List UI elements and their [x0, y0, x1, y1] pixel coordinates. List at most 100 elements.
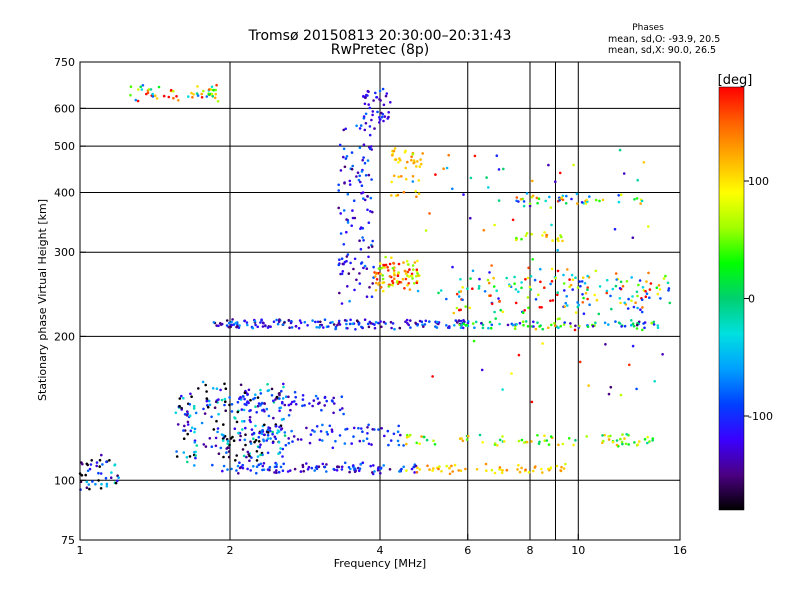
data-point: [246, 450, 250, 454]
data-point: [527, 471, 531, 474]
data-point: [338, 434, 342, 437]
data-point: [586, 297, 589, 301]
data-point: [627, 443, 630, 446]
data-point: [519, 198, 523, 201]
data-point: [340, 395, 344, 399]
data-point: [648, 288, 652, 291]
data-point: [353, 216, 357, 220]
data-point: [367, 221, 371, 224]
data-point: [288, 469, 292, 472]
data-point: [418, 165, 422, 168]
data-point: [359, 462, 363, 466]
data-point: [188, 455, 192, 458]
data-point: [352, 435, 355, 438]
data-point: [230, 320, 233, 324]
data-point: [539, 267, 542, 271]
data-point: [469, 277, 472, 280]
data-point: [577, 303, 580, 307]
data-point: [580, 280, 584, 283]
data-point: [224, 400, 227, 404]
data-point: [329, 321, 332, 325]
data-point: [223, 397, 227, 401]
data-point: [526, 296, 530, 299]
data-point: [294, 325, 298, 328]
colorbar-tick-label: 0: [748, 293, 755, 306]
data-point: [101, 463, 104, 466]
data-point: [574, 324, 577, 328]
data-point: [574, 276, 577, 280]
data-point: [256, 396, 260, 399]
data-point: [314, 320, 317, 324]
data-point: [273, 471, 276, 474]
data-point: [611, 287, 615, 291]
data-point: [585, 198, 588, 202]
data-point: [393, 277, 396, 281]
data-point: [399, 433, 402, 437]
data-point: [196, 85, 199, 88]
data-point: [387, 285, 391, 288]
data-point: [226, 442, 229, 445]
data-point: [561, 239, 564, 243]
data-point: [275, 471, 278, 475]
data-point: [379, 467, 382, 471]
data-point: [253, 396, 257, 400]
data-point: [354, 328, 357, 331]
data-point: [315, 467, 319, 471]
data-point: [297, 326, 301, 330]
data-point: [271, 430, 275, 434]
data-point: [396, 439, 400, 443]
data-point: [266, 326, 270, 329]
data-point: [396, 430, 400, 434]
data-point: [457, 295, 461, 298]
data-point: [407, 263, 410, 266]
data-point: [614, 272, 618, 275]
data-point: [568, 285, 571, 289]
data-point: [571, 288, 574, 291]
data-point: [355, 319, 359, 323]
data-point: [316, 320, 320, 324]
data-point: [274, 437, 278, 441]
data-point: [371, 428, 375, 431]
data-point: [618, 297, 622, 300]
data-point: [260, 409, 264, 412]
colorbar: [718, 86, 745, 511]
colorbar-label: [deg]: [718, 73, 753, 88]
data-point: [84, 473, 87, 477]
data-point: [352, 199, 356, 202]
data-point: [230, 467, 233, 471]
x-tick-label: 1: [77, 544, 84, 557]
data-point: [433, 443, 437, 446]
data-point: [548, 195, 551, 199]
data-point: [635, 327, 639, 330]
data-point: [293, 400, 296, 403]
data-point: [477, 287, 481, 290]
data-point: [97, 471, 100, 475]
data-point: [265, 439, 269, 442]
data-points: [78, 83, 672, 491]
data-point: [522, 200, 526, 203]
data-point: [350, 151, 354, 154]
data-point: [571, 278, 575, 282]
data-point: [534, 298, 538, 301]
data-point: [455, 292, 459, 296]
data-point: [495, 154, 499, 157]
data-point: [345, 259, 348, 263]
data-point: [212, 428, 216, 431]
data-point: [242, 420, 246, 423]
data-point: [559, 324, 562, 328]
data-point: [570, 197, 573, 201]
data-point: [216, 430, 219, 434]
data-point: [338, 291, 341, 295]
data-point: [186, 423, 190, 426]
data-point: [372, 265, 375, 269]
chart-subtitle: RwPretec (8p): [331, 42, 429, 58]
data-point: [288, 326, 291, 330]
data-point: [226, 439, 230, 443]
data-point: [400, 467, 403, 471]
data-point: [390, 194, 393, 197]
chart-title: Tromsø 20150813 20:30:00–20:31:43: [248, 28, 512, 44]
data-point: [344, 127, 348, 131]
data-point: [232, 439, 236, 443]
data-point: [342, 128, 346, 132]
